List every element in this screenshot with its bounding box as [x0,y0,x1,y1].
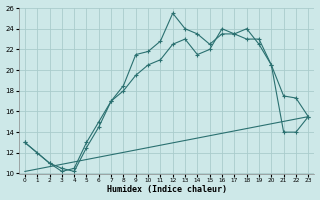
X-axis label: Humidex (Indice chaleur): Humidex (Indice chaleur) [107,185,227,194]
